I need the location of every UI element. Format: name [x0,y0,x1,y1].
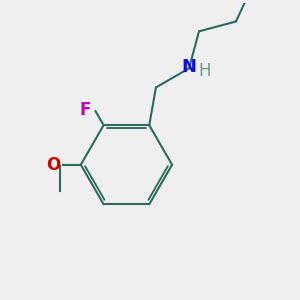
Text: H: H [198,62,211,80]
Text: N: N [182,58,196,76]
Text: O: O [46,156,60,174]
Text: F: F [80,101,91,119]
